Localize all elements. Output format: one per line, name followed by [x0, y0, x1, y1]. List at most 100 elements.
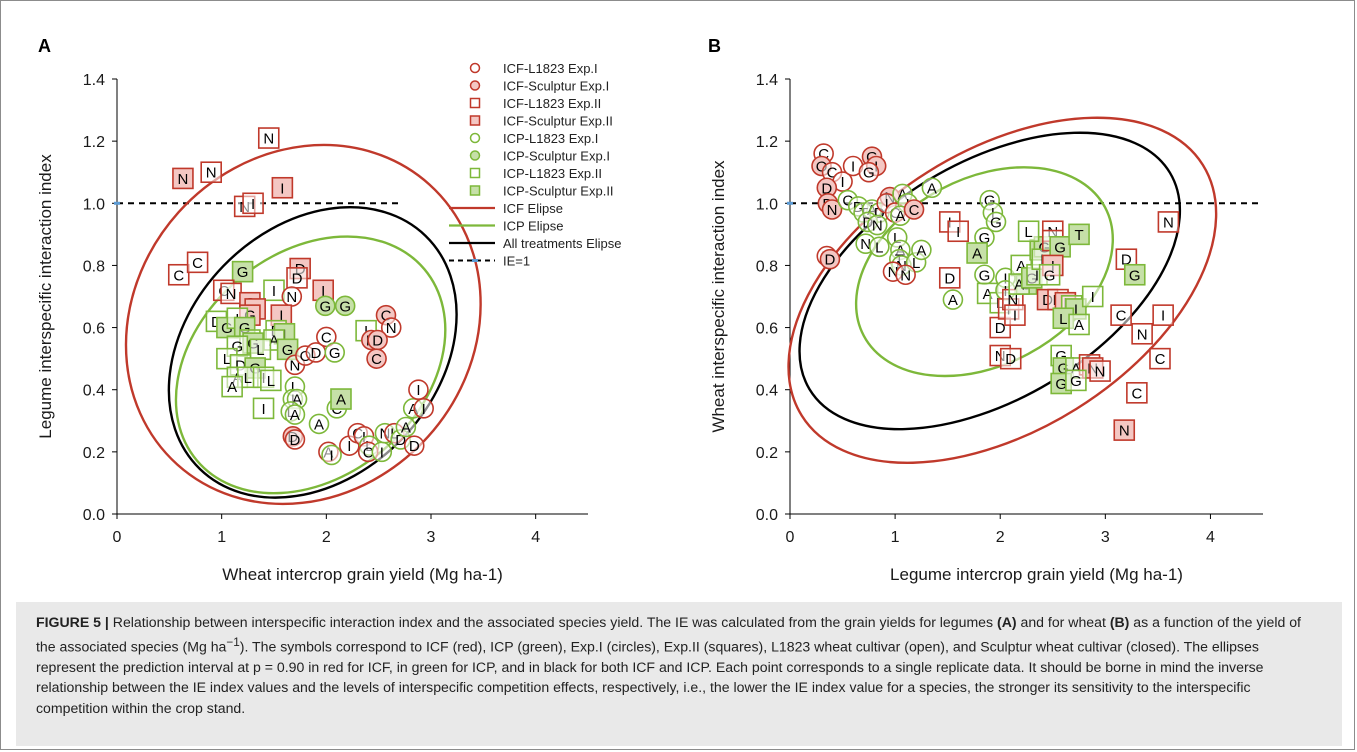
- data-point-label: A: [948, 292, 958, 309]
- data-point-label: C: [842, 193, 853, 210]
- legend-marker-circle: [469, 150, 481, 161]
- y-axis-label: Wheat interspecific interaction index: [709, 160, 728, 433]
- data-point: [869, 236, 890, 258]
- data-point-label: C: [371, 351, 382, 368]
- x-tick-label: 2: [996, 529, 1005, 546]
- data-point-label: D: [235, 357, 246, 374]
- icf-ellipse: [124, 143, 482, 506]
- data-point: [186, 251, 209, 274]
- data-point-label: A: [401, 420, 411, 437]
- y-axis-label: Legume interspecific interaction index: [36, 154, 55, 439]
- legend-label: IE=1: [503, 254, 530, 269]
- data-point-label: L: [291, 379, 299, 396]
- y-tick-label: 0.8: [83, 258, 105, 275]
- data-point-label: I: [380, 444, 384, 461]
- data-point: [1068, 313, 1090, 336]
- data-point: [252, 397, 275, 420]
- legend-label: ICP-L1823 Exp.II: [503, 166, 602, 181]
- data-point-label: I: [347, 438, 351, 455]
- data-point-label: L: [912, 255, 920, 272]
- data-point-label: A: [1071, 360, 1081, 377]
- data-point: [1089, 360, 1111, 382]
- data-point-label: A: [927, 180, 937, 197]
- data-point-label: N: [860, 236, 871, 253]
- data-point: [260, 369, 282, 392]
- data-point-label: N: [178, 171, 189, 188]
- data-point-label: O: [300, 348, 312, 365]
- data-point-label: G: [339, 298, 351, 315]
- data-point: [1017, 220, 1040, 243]
- data-point-label: L: [267, 373, 275, 390]
- data-point: [316, 326, 337, 348]
- data-point: [858, 161, 880, 183]
- data-point-label: I: [416, 382, 420, 399]
- data-point-label: A: [269, 333, 279, 350]
- y-tick-label: 1.4: [756, 72, 778, 89]
- data-point-label: N: [263, 131, 274, 148]
- data-point-label: N: [888, 264, 899, 281]
- data-point-label: L: [223, 351, 231, 368]
- legend-marker-square: [469, 115, 481, 126]
- x-tick-label: 0: [786, 529, 795, 546]
- data-point: [308, 413, 330, 435]
- data-point-label: D: [825, 252, 836, 269]
- data-point: [408, 379, 429, 401]
- legend: ICF-L1823 Exp.I ICF-Sculptur Exp.I ICF-L18…: [449, 61, 622, 269]
- data-point: [395, 416, 417, 438]
- data-point-label: G: [979, 230, 991, 247]
- data-point: [903, 199, 925, 220]
- data-point: [403, 435, 425, 456]
- data-point: [366, 348, 387, 369]
- data-point-label: L: [244, 370, 252, 387]
- data-point-label: D: [395, 432, 406, 449]
- data-point-label: C: [321, 329, 332, 346]
- data-point-label: I: [279, 308, 283, 325]
- data-point: [1126, 382, 1148, 404]
- data-point-label: C: [909, 202, 920, 219]
- data-point: [1081, 285, 1104, 308]
- data-point-label: I: [1091, 289, 1095, 306]
- data-point-label: C: [818, 146, 829, 163]
- x-tick-label: 1: [891, 529, 900, 546]
- data-point: [1149, 347, 1171, 370]
- data-point-label: C: [192, 255, 203, 272]
- data-point-label: A: [972, 246, 982, 263]
- data-point-label: I: [885, 196, 889, 213]
- data-point-label: A: [983, 286, 993, 303]
- figure-plots: A 0 1 2 3 4 0.0 0.2 0.4 0.6 0.8 1.0 1.2 1.4 Wheat inte…: [36, 36, 1263, 584]
- caption-text-3: as a function of the yield of the associ…: [36, 614, 1301, 655]
- x-tick-label: 3: [427, 529, 436, 546]
- legend-marker-circle: [469, 62, 481, 74]
- caption-text-2: and for wheat: [1016, 614, 1110, 630]
- x-tick-label: 4: [531, 529, 540, 546]
- legend-marker-square: [469, 167, 481, 179]
- data-point-label: D: [944, 270, 955, 287]
- y-tick-label: 0.4: [756, 383, 778, 400]
- caption-text-4: ). The symbols correspond to ICF (red), …: [36, 638, 1264, 717]
- data-point: [231, 260, 254, 283]
- data-point-label: I: [1003, 270, 1007, 287]
- data-point-label: N: [1163, 214, 1174, 231]
- data-point-label: C: [363, 444, 374, 461]
- data-point-label: I: [251, 196, 255, 213]
- legend-marker-square: [469, 97, 481, 109]
- data-point-label: D: [1121, 252, 1132, 269]
- data-point-label: D: [821, 180, 832, 197]
- data-point: [380, 317, 402, 338]
- y-tick-label: 1.4: [83, 72, 105, 89]
- data-point-label: N: [290, 357, 301, 374]
- data-point-label: C: [381, 308, 392, 325]
- data-point-label: G: [239, 320, 251, 337]
- caption-superscript: −1: [226, 635, 240, 649]
- data-point-label: G: [1055, 348, 1067, 365]
- data-point-label: N: [386, 320, 397, 337]
- legend-label: ICF Elipse: [503, 201, 563, 216]
- caption-label: FIGURE 5 |: [36, 614, 109, 630]
- y-tick-label: 0.8: [756, 258, 778, 275]
- data-point-label: G: [1044, 267, 1056, 284]
- data-point: [284, 429, 306, 450]
- x-tick-label: 0: [113, 529, 122, 546]
- data-point-label: D: [372, 333, 383, 350]
- data-point-label: G: [1054, 239, 1066, 256]
